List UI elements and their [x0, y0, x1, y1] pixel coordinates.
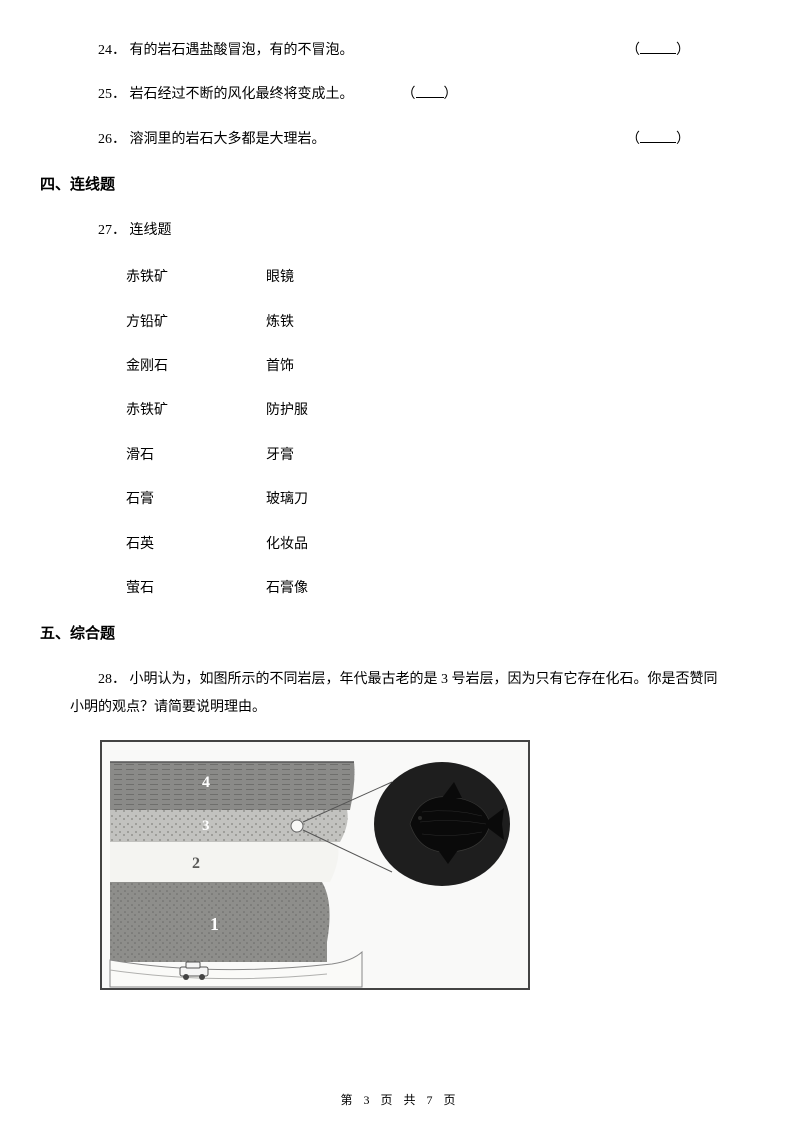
match-right: 石膏像 [238, 578, 308, 600]
q24-num: 24． [98, 43, 126, 58]
match-row: 石膏玻璃刀 [70, 489, 730, 511]
match-left: 石英 [98, 534, 238, 556]
q25-num: 25． [98, 87, 126, 102]
label-1: 1 [210, 914, 219, 934]
footer-r: 页 [444, 1093, 460, 1107]
q26-body: 溶洞里的岩石大多都是大理岩。 [130, 132, 326, 147]
layer-2 [110, 842, 338, 882]
footer-l: 第 [340, 1093, 356, 1107]
match-row: 萤石石膏像 [70, 578, 730, 600]
match-left: 石膏 [98, 489, 238, 511]
match-right: 化妆品 [238, 534, 308, 556]
q24-blank[interactable]: （） [598, 40, 690, 62]
label-3: 3 [202, 818, 210, 834]
section-5-title: 五、综合题 [40, 622, 730, 646]
page-footer: 第 3 页 共 7 页 [0, 1091, 800, 1110]
footer-total: 7 [427, 1093, 437, 1107]
match-row: 方铅矿炼铁 [70, 312, 730, 334]
question-24: 24． 有的岩石遇盐酸冒泡，有的不冒泡。 （） [70, 40, 730, 62]
footer-m: 页 共 [380, 1093, 419, 1107]
match-row: 滑石牙膏 [70, 445, 730, 467]
q24-text: 24． 有的岩石遇盐酸冒泡，有的不冒泡。 [70, 40, 354, 62]
diagram-svg: 4 3 2 1 [102, 742, 530, 990]
match-row: 赤铁矿防护服 [70, 400, 730, 422]
match-left: 滑石 [98, 445, 238, 467]
match-left: 萤石 [98, 578, 238, 600]
layer-4 [110, 762, 355, 810]
q26-blank[interactable]: （） [598, 129, 690, 151]
match-left: 赤铁矿 [98, 400, 238, 422]
match-row: 石英化妆品 [70, 534, 730, 556]
label-2: 2 [192, 855, 200, 872]
q27-body: 连线题 [130, 223, 172, 238]
fossil-marker [291, 820, 303, 832]
q28-body: 小明认为，如图所示的不同岩层，年代最古老的是 3 号岩层，因为只有它存在化石。你… [70, 672, 718, 715]
q26-num: 26． [98, 132, 126, 147]
match-right: 首饰 [238, 356, 294, 378]
q25-body: 岩石经过不断的风化最终将变成土。 [130, 87, 354, 102]
match-left: 方铅矿 [98, 312, 238, 334]
match-left: 金刚石 [98, 356, 238, 378]
question-26: 26． 溶洞里的岩石大多都是大理岩。 （） [70, 129, 730, 151]
q24-body: 有的岩石遇盐酸冒泡，有的不冒泡。 [130, 43, 354, 58]
match-right: 防护服 [238, 400, 308, 422]
question-27: 27． 连线题 [70, 217, 730, 245]
match-right: 炼铁 [238, 312, 294, 334]
q25-text: 25． 岩石经过不断的风化最终将变成土。 [70, 84, 354, 106]
q28-num: 28． [98, 672, 126, 687]
q26-text: 26． 溶洞里的岩石大多都是大理岩。 [70, 129, 326, 151]
match-list: 赤铁矿眼镜方铅矿炼铁金刚石首饰赤铁矿防护服滑石牙膏石膏玻璃刀石英化妆品萤石石膏像 [70, 267, 730, 600]
footer-page: 3 [363, 1093, 373, 1107]
match-row: 金刚石首饰 [70, 356, 730, 378]
match-right: 牙膏 [238, 445, 294, 467]
match-row: 赤铁矿眼镜 [70, 267, 730, 289]
label-4: 4 [202, 774, 210, 791]
q25-blank[interactable]: （） [374, 84, 458, 106]
stratum-diagram: 4 3 2 1 [100, 740, 530, 990]
match-left: 赤铁矿 [98, 267, 238, 289]
layer-1 [110, 882, 330, 962]
section-4-title: 四、连线题 [40, 173, 730, 197]
match-right: 眼镜 [238, 267, 294, 289]
q27-num: 27． [98, 223, 126, 238]
question-25: 25． 岩石经过不断的风化最终将变成土。 （） [70, 84, 730, 106]
layer-3 [110, 810, 348, 842]
match-right: 玻璃刀 [238, 489, 308, 511]
question-28: 28． 小明认为，如图所示的不同岩层，年代最古老的是 3 号岩层，因为只有它存在… [70, 666, 730, 722]
